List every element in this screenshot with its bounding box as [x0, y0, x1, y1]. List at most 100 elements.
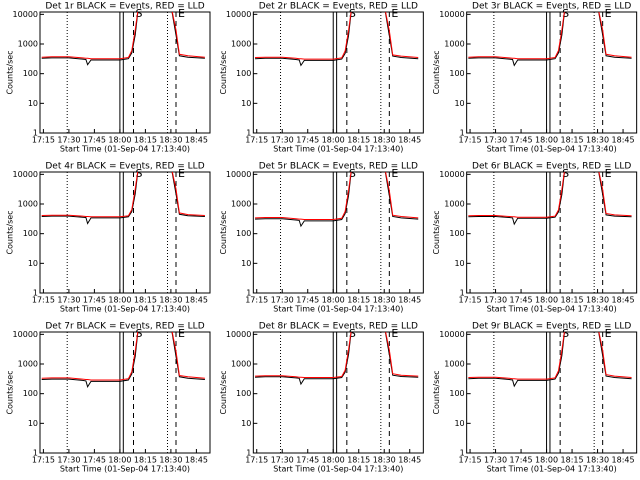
- plot-frame: [252, 171, 424, 294]
- x-tick-label: 18:00: [108, 296, 131, 305]
- y-tick-label: 100: [236, 69, 251, 78]
- chart-title: Det 5r BLACK = Events, RED = LLD: [259, 162, 418, 172]
- y-axis-label: Counts/sec: [6, 210, 15, 254]
- marker-label: E: [605, 7, 612, 20]
- y-tick-label: 10000: [439, 330, 464, 339]
- chart-title: Det 7r BLACK = Events, RED = LLD: [45, 322, 204, 332]
- x-tick-label: 17:30: [271, 136, 294, 145]
- x-tick-label: 17:45: [83, 136, 106, 145]
- x-tick-label: 17:15: [245, 136, 268, 145]
- x-tick-label: 18:30: [586, 296, 609, 305]
- y-tick-label: 1: [460, 449, 465, 458]
- series-line: [468, 172, 632, 226]
- x-axis-label: Start Time (01-Sep-04 17:13:40): [273, 465, 403, 474]
- y-tick-label: 100: [236, 229, 251, 238]
- x-axis-label: Start Time (01-Sep-04 17:13:40): [487, 145, 617, 154]
- x-tick-label: 18:30: [373, 456, 396, 465]
- x-tick-label: 17:45: [510, 296, 533, 305]
- y-tick-label: 100: [449, 389, 464, 398]
- series-line: [255, 172, 419, 228]
- x-tick-label: 18:15: [134, 456, 157, 465]
- x-tick-label: 17:15: [32, 296, 55, 305]
- x-tick-label: 18:00: [535, 136, 558, 145]
- x-tick-label: 18:45: [185, 296, 208, 305]
- y-tick-label: 1000: [231, 200, 251, 209]
- x-tick-label: 17:45: [296, 296, 319, 305]
- marker-label: E: [391, 167, 398, 180]
- y-tick-label: 10: [454, 419, 464, 428]
- y-tick-label: 1000: [231, 40, 251, 49]
- x-axis-label: Start Time (01-Sep-04 17:13:40): [273, 145, 403, 154]
- x-tick-label: 18:30: [159, 456, 182, 465]
- x-tick-label: 18:15: [561, 456, 584, 465]
- series-line: [255, 172, 419, 220]
- y-tick-label: 1: [246, 129, 251, 138]
- x-tick-label: 18:30: [373, 296, 396, 305]
- x-tick-label: 18:00: [535, 456, 558, 465]
- series-line: [468, 12, 632, 60]
- y-tick-label: 10000: [13, 10, 38, 19]
- x-tick-label: 17:30: [271, 456, 294, 465]
- marker-label: S: [349, 7, 356, 20]
- x-tick-label: 17:45: [510, 136, 533, 145]
- y-tick-label: 1: [246, 289, 251, 298]
- y-tick-label: 1: [246, 449, 251, 458]
- y-axis-label: Counts/sec: [432, 370, 441, 414]
- y-tick-label: 100: [449, 229, 464, 238]
- x-tick-label: 17:30: [484, 456, 507, 465]
- y-tick-label: 10: [454, 99, 464, 108]
- x-tick-label: 17:45: [83, 296, 106, 305]
- x-tick-label: 18:15: [561, 296, 584, 305]
- x-tick-label: 17:45: [296, 456, 319, 465]
- y-tick-label: 1000: [18, 200, 38, 209]
- y-tick-label: 10: [28, 419, 38, 428]
- x-tick-label: 18:30: [159, 296, 182, 305]
- y-tick-label: 10000: [13, 330, 38, 339]
- x-tick-label: 17:15: [459, 456, 482, 465]
- panel: Det 4r BLACK = Events, RED = LLD 1 10 100 10…: [6, 162, 211, 314]
- y-tick-label: 1: [460, 129, 465, 138]
- series-line: [468, 172, 632, 218]
- series-line: [255, 332, 419, 386]
- series-line: [41, 12, 205, 66]
- panel: Det 9r BLACK = Events, RED = LLD 1 10 100 10…: [432, 322, 638, 474]
- x-axis-label: Start Time (01-Sep-04 17:13:40): [60, 465, 190, 474]
- chart-title: Det 8r BLACK = Events, RED = LLD: [259, 322, 418, 332]
- plot-frame: [466, 171, 638, 294]
- y-tick-label: 100: [23, 229, 38, 238]
- chart-title: Det 9r BLACK = Events, RED = LLD: [472, 322, 631, 332]
- marker-label: E: [178, 167, 185, 180]
- x-tick-label: 18:30: [159, 136, 182, 145]
- marker-label: E: [605, 167, 612, 180]
- plot-frame: [39, 171, 211, 294]
- y-tick-label: 10: [28, 259, 38, 268]
- x-tick-label: 18:45: [398, 296, 421, 305]
- marker-label: S: [349, 167, 356, 180]
- x-tick-label: 18:15: [134, 136, 157, 145]
- series-line: [468, 332, 632, 388]
- marker-label: E: [605, 327, 612, 340]
- marker-label: S: [562, 7, 569, 20]
- chart-title: Det 1r BLACK = Events, RED = LLD: [45, 2, 204, 12]
- series-line: [41, 332, 205, 381]
- y-tick-label: 100: [23, 389, 38, 398]
- panel: Det 7r BLACK = Events, RED = LLD 1 10 100 10…: [6, 322, 211, 474]
- x-tick-label: 18:45: [612, 456, 635, 465]
- x-tick-label: 17:45: [83, 456, 106, 465]
- plot-frame: [39, 11, 211, 134]
- chart-title: Det 3r BLACK = Events, RED = LLD: [472, 2, 631, 12]
- series-line: [255, 332, 419, 378]
- panel: Det 2r BLACK = Events, RED = LLD 1 10 100 10…: [219, 2, 424, 154]
- x-axis-label: Start Time (01-Sep-04 17:13:40): [60, 305, 190, 314]
- marker-label: E: [178, 7, 185, 20]
- panel: Det 5r BLACK = Events, RED = LLD 1 10 100 10…: [219, 162, 424, 314]
- y-tick-label: 1000: [18, 360, 38, 369]
- x-tick-label: 17:30: [271, 296, 294, 305]
- series-line: [41, 332, 205, 389]
- chart-title: Det 6r BLACK = Events, RED = LLD: [472, 162, 631, 172]
- series-line: [41, 172, 205, 225]
- x-axis-label: Start Time (01-Sep-04 17:13:40): [487, 465, 617, 474]
- marker-label: E: [391, 7, 398, 20]
- x-tick-label: 18:45: [185, 456, 208, 465]
